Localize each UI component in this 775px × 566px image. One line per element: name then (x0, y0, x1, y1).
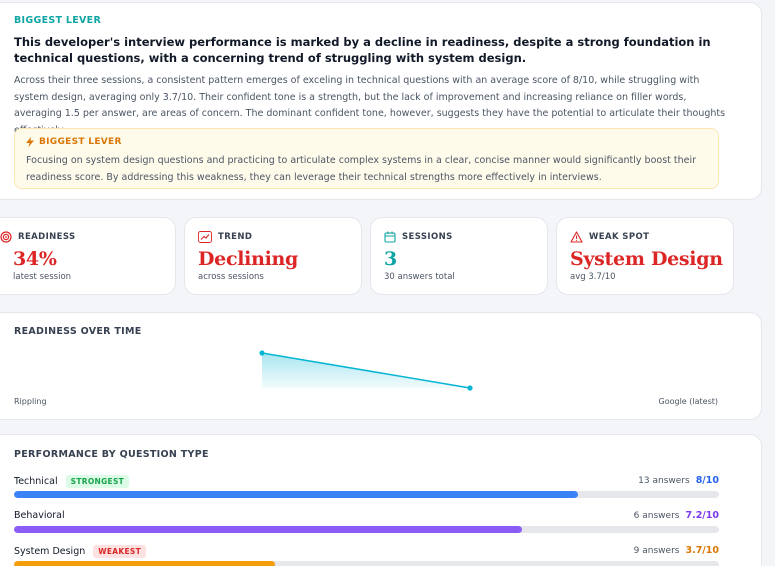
score-fill (14, 491, 578, 498)
stat-label-readiness: READINESS (0, 231, 76, 243)
score-track (14, 526, 719, 533)
readiness-point-end (467, 385, 473, 391)
lever-title-text: BIGGEST LEVER (39, 137, 122, 147)
lightning-icon (26, 137, 34, 147)
row-meta: 9 answers 3.7/10 (634, 545, 719, 556)
stat-label-text: SESSIONS (402, 232, 453, 242)
weakest-badge: WEAKEST (93, 545, 147, 558)
strongest-badge: STRONGEST (65, 475, 130, 488)
performance-card: PERFORMANCE BY QUESTION TYPE Technical S… (0, 434, 762, 566)
readiness-value: 34% (13, 248, 57, 270)
row-label: Technical (14, 476, 58, 487)
score-value: 3.7/10 (685, 545, 719, 556)
lever-text: Focusing on system design questions and … (26, 155, 697, 183)
score-fill (14, 561, 275, 566)
warning-icon (570, 231, 583, 243)
summary-headline: This developer's interview performance i… (14, 35, 711, 65)
stat-label-sessions: SESSIONS (384, 231, 453, 243)
row-name: Technical STRONGEST (14, 475, 130, 488)
sessions-sub: 30 answers total (384, 272, 455, 282)
lever-title: BIGGEST LEVER (26, 137, 122, 147)
row-label: Behavioral (14, 510, 65, 521)
row-name: System Design WEAKEST (14, 545, 147, 558)
stat-card-sessions: SESSIONS 3 30 answers total (370, 217, 548, 295)
trend-value: Declining (198, 248, 299, 270)
row-meta: 13 answers 8/10 (638, 475, 719, 486)
score-value: 8/10 (695, 475, 719, 486)
end-session-label: Google (latest) (658, 397, 718, 406)
weak-spot-sub: avg 3.7/10 (570, 272, 616, 282)
trend-icon (198, 231, 212, 243)
summary-eyebrow: BIGGEST LEVER (14, 15, 102, 26)
score-track (14, 491, 719, 498)
row-label: System Design (14, 546, 86, 557)
readiness-line (261, 352, 471, 389)
biggest-lever-callout: BIGGEST LEVER Focusing on system design … (14, 128, 719, 189)
over-time-title: READINESS OVER TIME (14, 326, 142, 337)
stat-label-weak-spot: WEAK SPOT (570, 231, 649, 243)
summary-card: BIGGEST LEVER This developer's interview… (0, 2, 762, 200)
row-meta: 6 answers 7.2/10 (634, 510, 719, 521)
stat-label-text: TREND (218, 232, 253, 242)
score-track (14, 561, 719, 566)
stat-card-trend: TREND Declining across sessions (184, 217, 362, 295)
row-name: Behavioral (14, 510, 65, 521)
weak-spot-value: System Design (570, 248, 723, 270)
readiness-point-start (259, 350, 265, 356)
sessions-value: 3 (384, 248, 397, 270)
score-value: 7.2/10 (685, 510, 719, 521)
readiness-over-time-card: READINESS OVER TIME Rippling Google (lat… (0, 312, 762, 420)
stat-card-readiness: READINESS 34% latest session (0, 217, 176, 295)
stat-label-trend: TREND (198, 231, 252, 243)
score-fill (14, 526, 522, 533)
stat-label-text: READINESS (18, 232, 76, 242)
answers-count: 9 answers (633, 546, 680, 556)
answers-count: 13 answers (638, 476, 690, 486)
readiness-chart (259, 350, 473, 391)
answers-count: 6 answers (633, 511, 680, 521)
performance-title: PERFORMANCE BY QUESTION TYPE (14, 449, 209, 460)
trend-sub: across sessions (198, 272, 264, 282)
readiness-sub: latest session (13, 272, 72, 282)
calendar-icon (384, 231, 396, 243)
target-icon (0, 231, 12, 243)
start-session-label: Rippling (14, 397, 47, 406)
stat-card-weak-spot: WEAK SPOT System Design avg 3.7/10 (556, 217, 734, 295)
stat-label-text: WEAK SPOT (589, 232, 650, 242)
